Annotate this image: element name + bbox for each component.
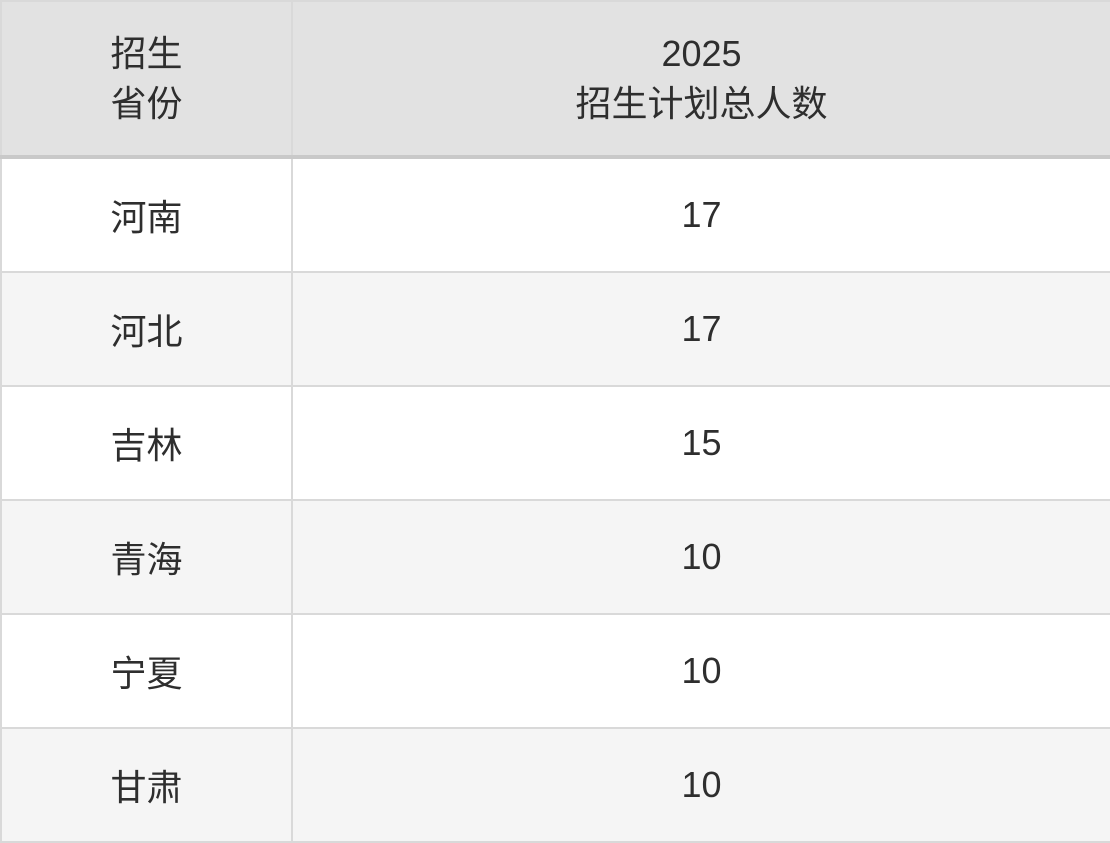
header-total-line1: 2025 <box>661 32 742 74</box>
table-header-row: 招生 省份 2025 招生计划总人数 <box>0 0 1110 159</box>
province-cell: 吉林 <box>0 385 293 501</box>
header-province-line2: 省份 <box>110 82 183 124</box>
province-cell: 甘肃 <box>0 727 293 843</box>
total-cell: 10 <box>291 613 1110 729</box>
header-cell-province: 招生 省份 <box>0 0 293 159</box>
table-row: 甘肃 10 <box>0 727 1110 843</box>
province-cell: 河南 <box>0 156 293 273</box>
table-row: 吉林 15 <box>0 385 1110 501</box>
header-cell-total: 2025 招生计划总人数 <box>291 0 1110 159</box>
total-cell: 10 <box>291 499 1110 615</box>
province-cell: 宁夏 <box>0 613 293 729</box>
table-row: 青海 10 <box>0 499 1110 615</box>
total-cell: 15 <box>291 385 1110 501</box>
header-total-line2: 招生计划总人数 <box>575 82 828 124</box>
header-province-line1: 招生 <box>110 32 183 74</box>
total-cell: 17 <box>291 271 1110 387</box>
province-cell: 河北 <box>0 271 293 387</box>
province-cell: 青海 <box>0 499 293 615</box>
total-cell: 10 <box>291 727 1110 843</box>
total-cell: 17 <box>291 156 1110 273</box>
table-row: 宁夏 10 <box>0 613 1110 729</box>
table-row: 河北 17 <box>0 271 1110 387</box>
table-row: 河南 17 <box>0 156 1110 273</box>
